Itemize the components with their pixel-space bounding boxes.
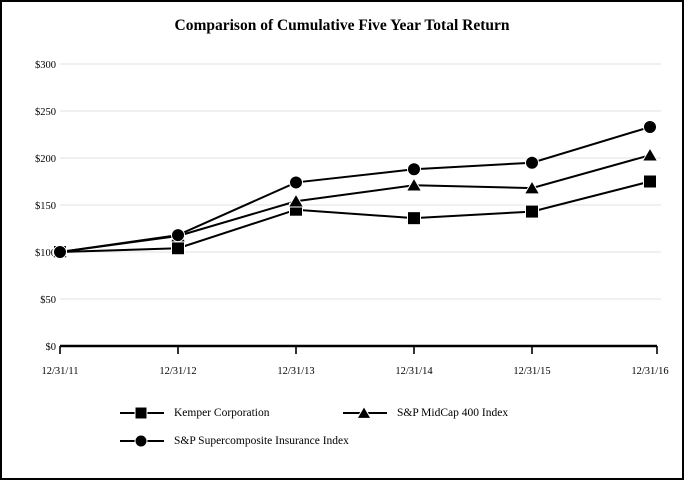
square-marker-icon — [134, 406, 148, 420]
legend-label-sp-supercomposite-insurance-index: S&P Supercomposite Insurance Index — [174, 435, 349, 447]
circle-marker-icon — [407, 162, 421, 177]
legend-item-sp-supercomposite-insurance-index: S&P Supercomposite Insurance Index — [120, 433, 349, 449]
square-marker-icon — [171, 241, 185, 256]
y-axis-tick-label: $200 — [35, 154, 56, 165]
x-axis-tick-label: 12/31/14 — [395, 366, 433, 377]
y-axis-tick-label: $250 — [35, 107, 56, 118]
y-axis-tick-label: $50 — [40, 295, 56, 306]
legend-item-kemper-corporation: Kemper Corporation — [120, 405, 270, 421]
circle-marker-icon — [643, 119, 657, 134]
y-axis-tick-label: $300 — [35, 60, 56, 71]
square-marker-icon — [525, 204, 539, 219]
triangle-marker-icon — [523, 180, 541, 195]
circle-marker-icon — [134, 434, 148, 448]
y-axis-tick-label: $100 — [35, 248, 56, 259]
square-marker-icon — [120, 406, 164, 420]
legend-label-sp-midcap-400-index: S&P MidCap 400 Index — [397, 407, 509, 419]
circle-marker-icon — [171, 228, 185, 243]
x-axis-tick-label: 12/31/12 — [159, 366, 196, 377]
series-line — [59, 126, 651, 253]
legend-label-kemper-corporation: Kemper Corporation — [174, 407, 270, 419]
triangle-marker-icon — [641, 147, 659, 162]
chart-title: Comparison of Cumulative Five Year Total… — [174, 17, 510, 34]
circle-marker-icon — [525, 155, 539, 170]
triangle-marker-icon — [405, 177, 423, 192]
square-marker-icon — [643, 174, 657, 189]
y-axis-tick-label: $0 — [46, 342, 57, 353]
circle-marker-icon — [289, 175, 303, 190]
x-axis-tick-label: 12/31/16 — [631, 366, 668, 377]
x-axis-tick-label: 12/31/13 — [277, 366, 314, 377]
triangle-marker-icon — [356, 405, 372, 419]
square-marker-icon — [407, 211, 421, 226]
x-axis-tick-label: 12/31/11 — [42, 366, 79, 377]
y-axis-tick-label: $150 — [35, 201, 56, 212]
circle-marker-icon — [53, 245, 67, 259]
series-line — [59, 180, 651, 253]
triangle-marker-icon — [343, 405, 387, 419]
circle-marker-icon — [120, 434, 164, 448]
x-axis-tick-label: 12/31/15 — [513, 366, 550, 377]
triangle-marker-icon — [287, 193, 305, 208]
legend-item-sp-midcap-400-index: S&P MidCap 400 Index — [343, 405, 508, 421]
